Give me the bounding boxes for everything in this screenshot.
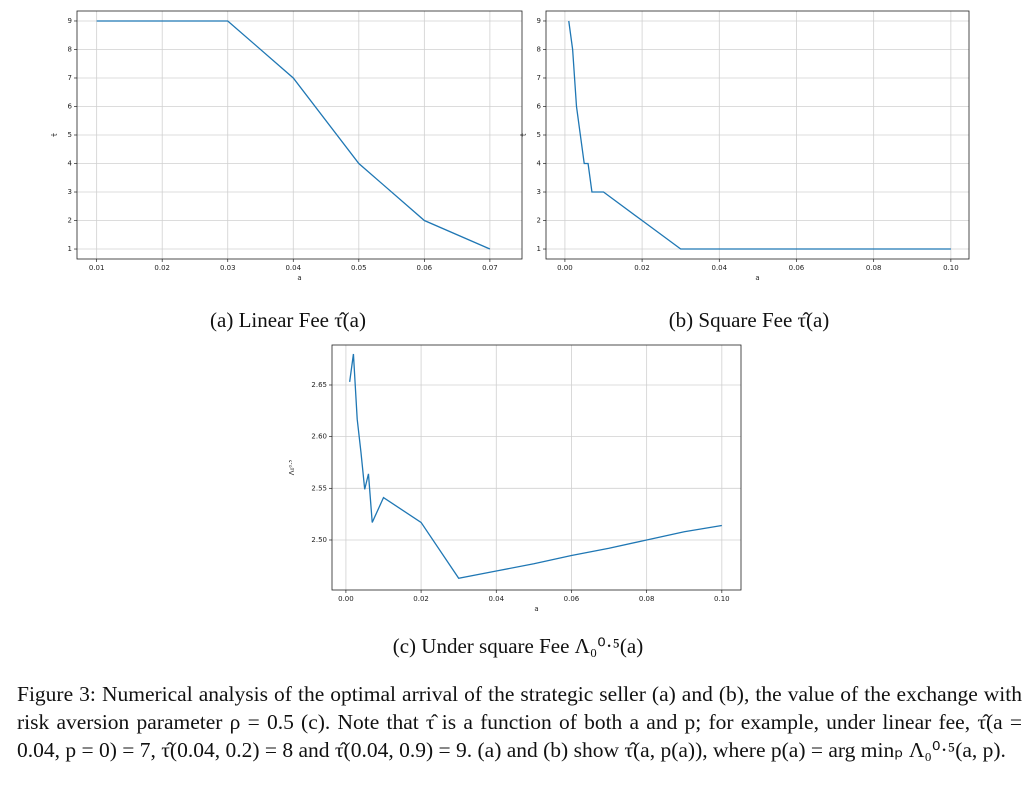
y-tick-label: 9 [68,17,72,25]
y-tick-label: 4 [537,160,542,168]
x-tick-label: 0.00 [338,595,354,603]
y-axis-label: Λ₀⁰·⁵ [288,460,296,476]
x-tick-label: 0.02 [634,264,650,272]
plot-frame [545,10,970,260]
y-tick-label: 3 [537,188,541,196]
x-tick-label: 0.03 [220,264,236,272]
x-tick-label: 0.00 [557,264,573,272]
plot-frame [331,344,742,591]
y-tick-label: 3 [68,188,72,196]
x-tick-label: 0.10 [714,595,730,603]
y-axis-label: τ̂ [520,133,528,137]
x-axis-label: a [534,605,538,613]
x-tick-label: 0.10 [943,264,959,272]
y-tick-label: 5 [68,131,72,139]
subfigure-caption: (b) Square Fee τ̂(a) [669,308,830,332]
x-tick-label: 0.04 [285,264,301,272]
data-line [349,353,722,579]
x-tick-label: 0.02 [154,264,170,272]
y-tick-label: 1 [68,245,72,253]
y-tick-label: 2.50 [311,536,327,544]
y-tick-label: 2 [537,217,541,225]
y-tick-label: 5 [537,131,541,139]
x-tick-label: 0.06 [789,264,805,272]
data-line [568,20,951,250]
x-axis-label: a [297,274,301,282]
x-axis-label: a [755,274,759,282]
figure: 0.01 0.02 0.03 0.04 0.05 0.06 0.07 1 2 3 4 5 6 7 8 9 a τ̂… [51,10,970,658]
chart: 0.00 0.02 0.04 0.06 0.08 0.10 1 2 3 4 5 6 7 8 9 a τ̂ (b) … [520,10,970,332]
chart: 0.01 0.02 0.03 0.04 0.05 0.06 0.07 1 2 3 4 5 6 7 8 9 a τ̂… [51,10,523,332]
x-tick-label: 0.01 [89,264,105,272]
x-tick-label: 0.05 [351,264,367,272]
y-tick-label: 6 [68,102,73,110]
y-tick-label: 4 [68,160,73,168]
x-tick-label: 0.07 [482,264,498,272]
x-tick-label: 0.04 [711,264,727,272]
y-tick-label: 2 [68,217,72,225]
y-tick-label: 7 [537,74,541,82]
x-tick-label: 0.02 [413,595,429,603]
x-tick-label: 0.08 [866,264,882,272]
y-tick-label: 9 [537,17,541,25]
y-tick-label: 6 [537,102,542,110]
y-tick-label: 2.55 [311,484,327,492]
x-tick-label: 0.08 [639,595,655,603]
y-tick-label: 1 [537,245,541,253]
y-tick-label: 8 [537,45,541,53]
figure-caption: Figure 3: Numerical analysis of the opti… [17,682,1022,762]
y-tick-label: 8 [68,45,72,53]
x-tick-label: 0.04 [488,595,504,603]
data-line [96,20,491,250]
x-tick-label: 0.06 [417,264,433,272]
subfigure-caption: (a) Linear Fee τ̂(a) [210,308,366,332]
y-tick-label: 2.60 [311,433,327,441]
y-axis-label: τ̂ [51,133,59,137]
y-tick-label: 2.65 [311,381,327,389]
x-tick-label: 0.06 [564,595,580,603]
plot-frame [76,10,523,260]
subfigure-caption: (c) Under square Fee Λ₀⁰·⁵(a) [393,634,644,658]
chart: 0.00 0.02 0.04 0.06 0.08 0.10 2.50 2.55 2.60 2.65… [288,344,742,658]
y-tick-label: 7 [68,74,72,82]
